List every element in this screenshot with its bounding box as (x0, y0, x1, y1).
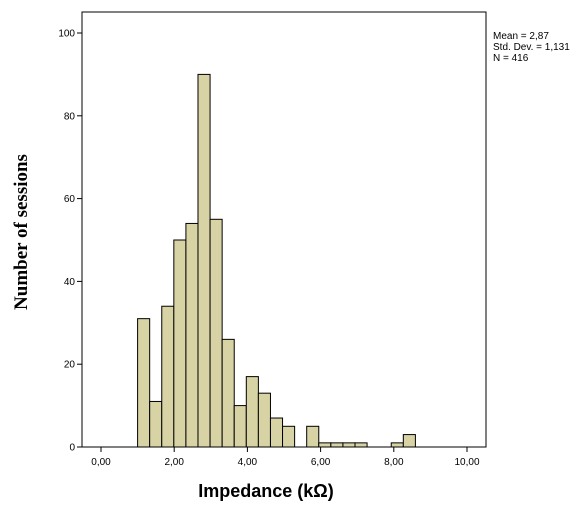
histogram-bar-9 (245, 376, 259, 448)
x-tick-label-3: 6,00 (311, 457, 331, 468)
x-axis-ticks: 0,00 2,00 4,00 6,00 8,00 10,00 (91, 447, 480, 468)
histogram-bar-10 (257, 392, 271, 448)
y-axis-ticks: 0 20 40 60 80 100 (58, 29, 82, 454)
stats-std-dev: Std. Dev. = 1,131 (493, 42, 570, 53)
histogram-bar-14 (306, 425, 320, 448)
histogram-bar-18 (354, 442, 368, 448)
histogram-bar-4 (185, 222, 199, 448)
histogram-bar-7 (221, 338, 235, 448)
y-tick-label-0: 0 (69, 443, 75, 454)
histogram-bar-15 (318, 442, 332, 448)
x-tick-label-4: 8,00 (384, 457, 404, 468)
x-tick-label-5: 10,00 (454, 457, 479, 468)
x-axis-label: Impedance (kΩ) (198, 481, 333, 501)
histogram-bar-16 (330, 442, 344, 448)
bars-group (137, 73, 416, 448)
x-tick-label-1: 2,00 (164, 457, 184, 468)
y-tick-label-3: 60 (64, 194, 76, 205)
y-tick-label-2: 40 (64, 277, 76, 288)
histogram-bar-22 (402, 434, 416, 448)
histogram-bar-12 (282, 425, 296, 448)
histogram-bar-1 (149, 400, 163, 448)
y-tick-label-5: 100 (58, 29, 75, 40)
histogram-bar-17 (342, 442, 356, 448)
histogram-bar-2 (161, 305, 175, 448)
x-tick-label-2: 4,00 (238, 457, 258, 468)
y-tick-label-1: 20 (64, 360, 76, 371)
histogram-bar-11 (269, 417, 284, 448)
y-axis-label: Number of sessions (11, 154, 32, 310)
histogram-bar-5 (197, 73, 211, 448)
y-tick-label-4: 80 (64, 111, 76, 122)
histogram-bar-21 (390, 442, 404, 448)
stats-n: N = 416 (493, 53, 529, 64)
histogram-bar-0 (137, 318, 151, 448)
histogram-bar-6 (209, 218, 223, 448)
x-tick-label-0: 0,00 (91, 457, 111, 468)
stats-mean: Mean = 2,87 (493, 31, 549, 42)
histogram-bar-3 (173, 239, 187, 448)
histogram-bar-8 (233, 405, 247, 448)
